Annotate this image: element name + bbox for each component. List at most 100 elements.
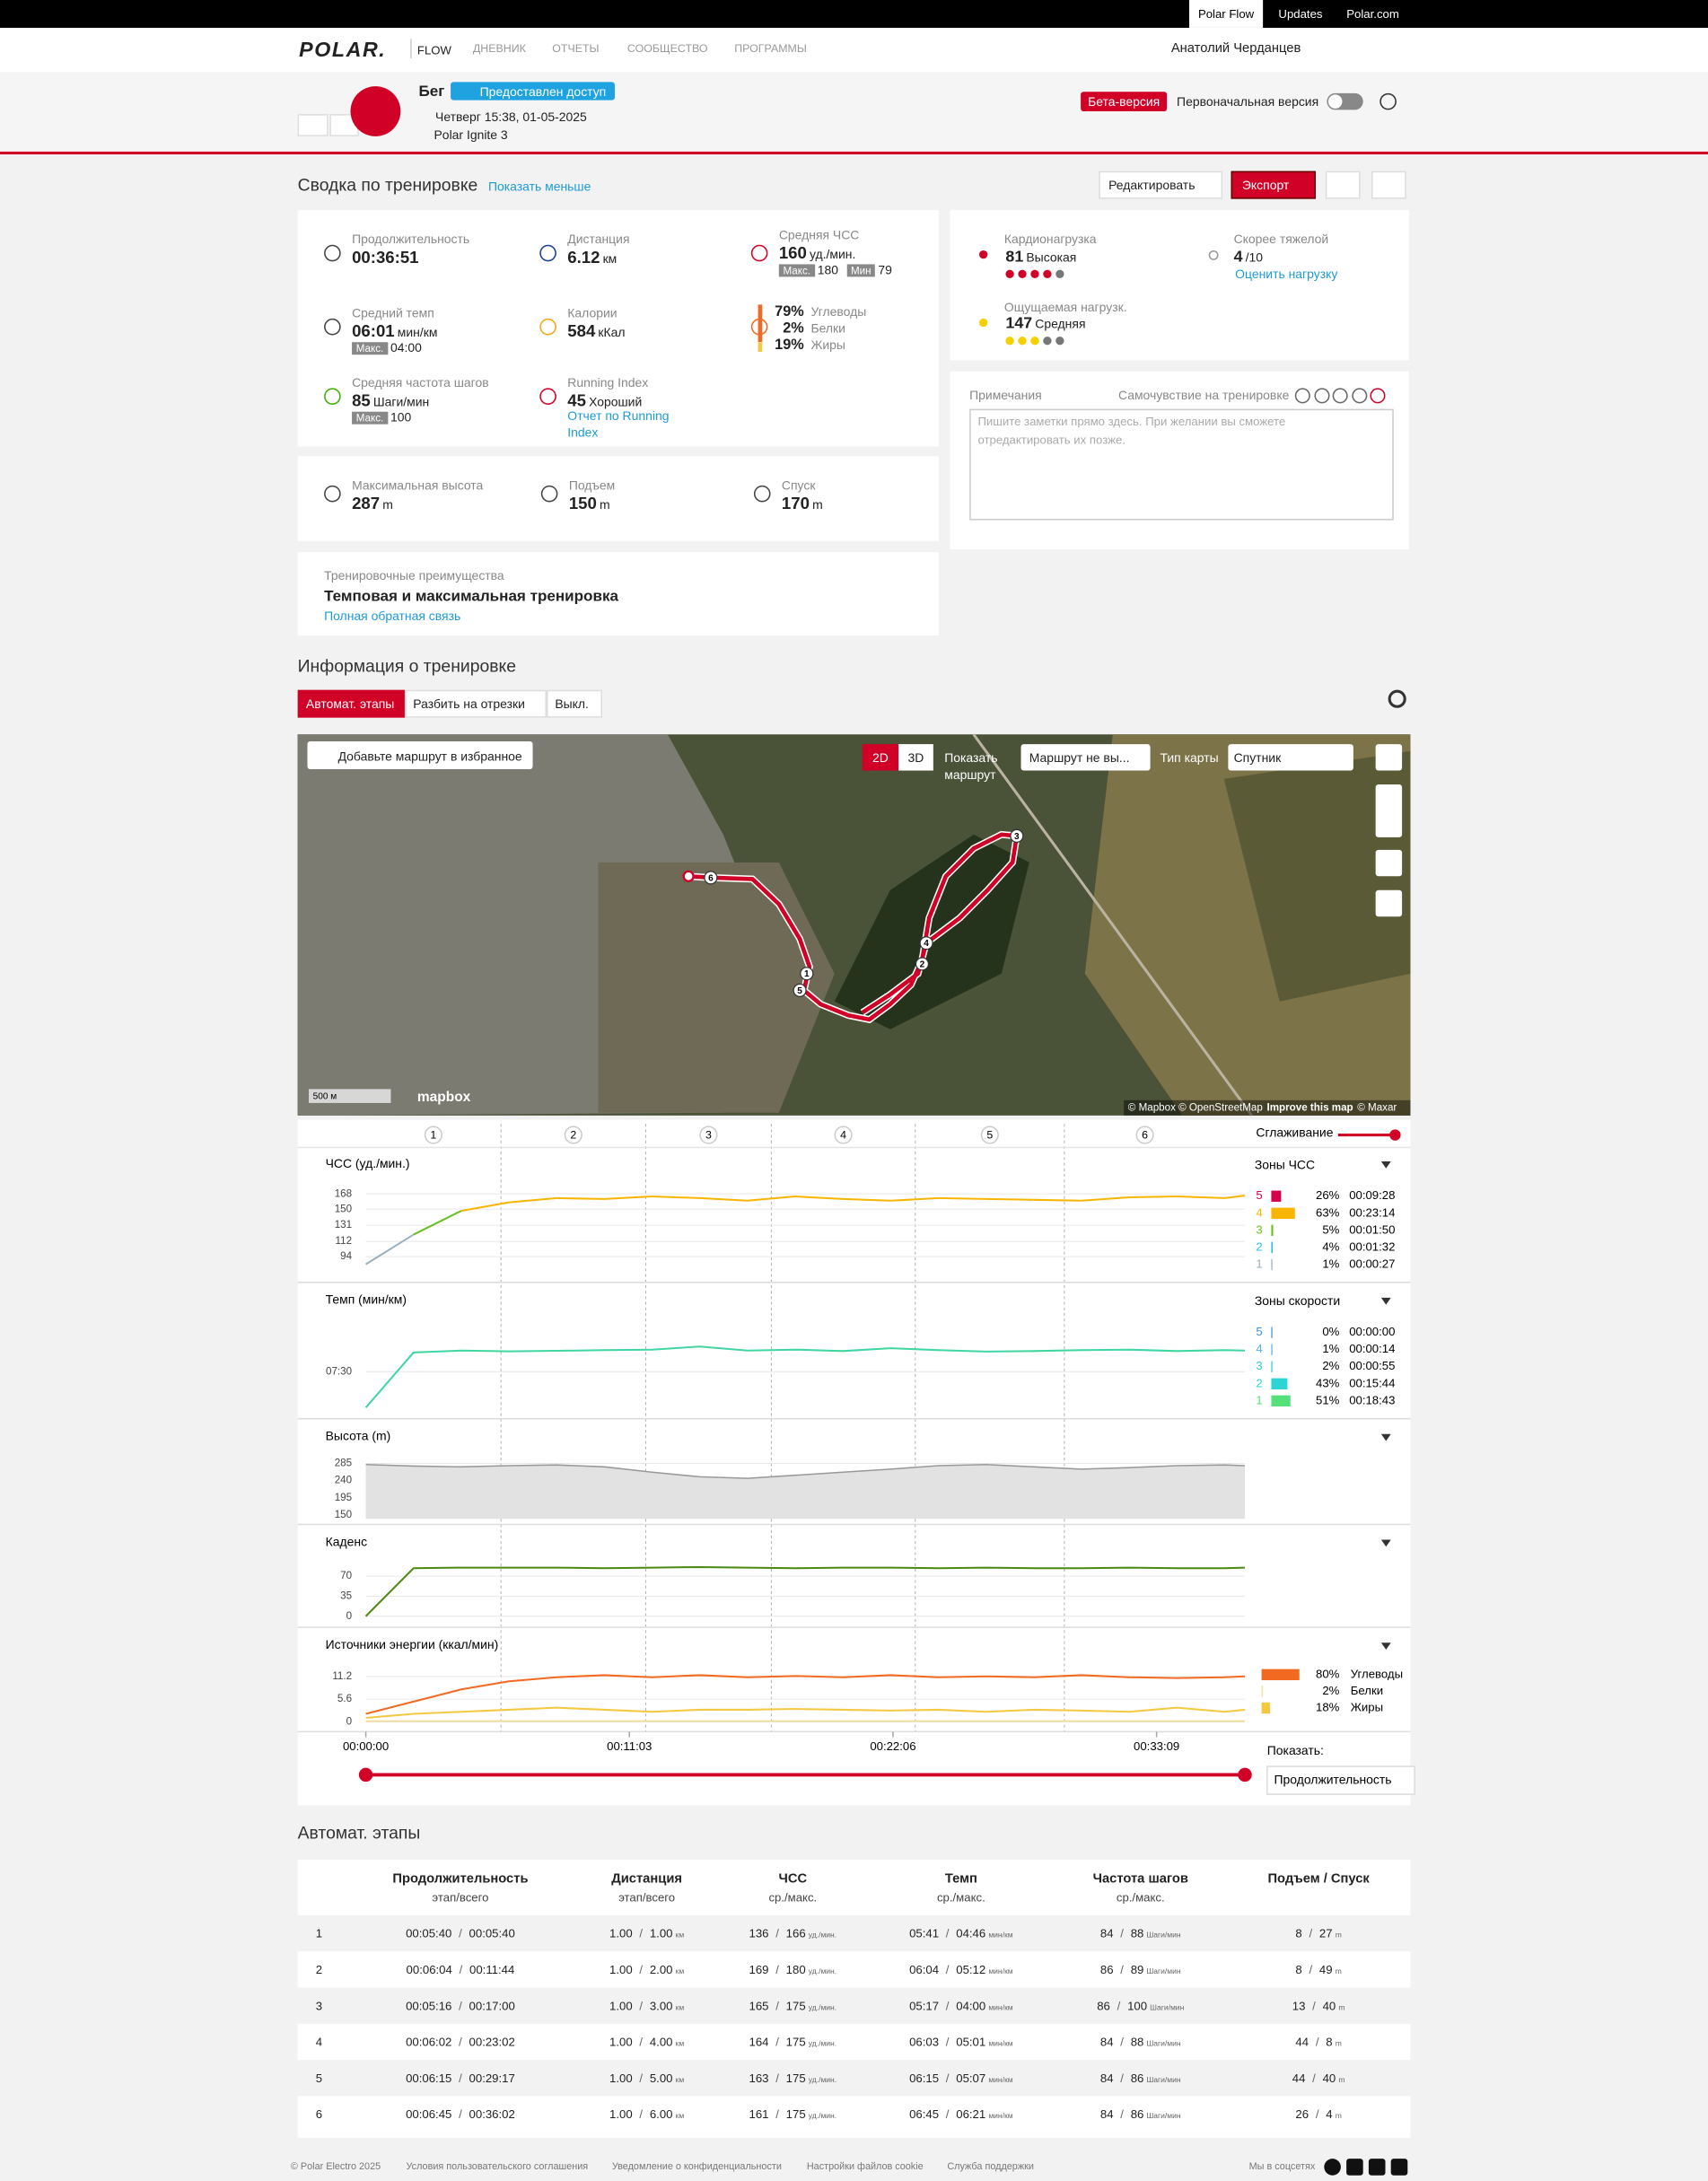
cell-value: 175 — [785, 2035, 806, 2049]
toggle-link[interactable]: Показать меньше — [487, 179, 591, 194]
max-value: 180 — [817, 262, 839, 277]
top-tab-label[interactable]: Polar Flow — [1197, 6, 1255, 22]
map-control[interactable] — [1375, 889, 1403, 917]
cell-separator: / — [459, 2071, 462, 2086]
top-tab[interactable] — [1188, 0, 1264, 28]
lap-cell: 00:06:02 / 00:23:02 — [406, 2035, 515, 2048]
cell-unit: m — [1335, 2040, 1342, 2049]
map-control[interactable] — [1375, 849, 1403, 877]
prev-button[interactable] — [297, 114, 328, 136]
cell-separator: / — [775, 2107, 779, 2122]
menu-item[interactable]: ДНЕВНИК — [472, 42, 526, 56]
cell-value: 40 — [1322, 2071, 1336, 2086]
edit-label[interactable]: Редактировать — [1108, 178, 1196, 192]
menu-item[interactable]: ПРОГРАММЫ — [734, 42, 807, 56]
cell-value: 00:06:02 — [406, 2035, 452, 2049]
route-select-label[interactable]: Маршрут не вы... — [1029, 750, 1130, 765]
mode-label[interactable]: Автомат. этапы — [305, 696, 395, 711]
notes-input[interactable] — [969, 408, 1394, 521]
rpe-dot — [1208, 250, 1219, 260]
social-icon[interactable] — [1390, 2159, 1408, 2176]
footer-link[interactable]: Условия пользовательского соглашения — [406, 2162, 589, 2172]
access-label[interactable]: Предоставлен доступ — [479, 83, 607, 99]
cell-separator: / — [1120, 1926, 1124, 1940]
map-type-value[interactable]: Спутник — [1233, 750, 1282, 765]
feeling-icon[interactable] — [1332, 388, 1348, 404]
lap-cell: 00:06:04 / 00:11:44 — [407, 1963, 515, 1976]
max-badge: Макс. — [352, 342, 388, 355]
export-button[interactable] — [1231, 171, 1317, 199]
edit-button[interactable] — [1099, 171, 1223, 199]
mode-button[interactable] — [547, 689, 603, 718]
map-control[interactable] — [1375, 784, 1403, 837]
cell-value: 165 — [749, 1998, 769, 2013]
sport-name: Бег — [418, 83, 445, 101]
social-icon[interactable] — [1324, 2159, 1341, 2176]
lap-cell: 06:03 / 05:01 мин/км — [909, 2035, 1013, 2048]
max-badge: Макс. — [778, 264, 815, 277]
cell-separator: / — [1120, 2035, 1124, 2049]
settings-icon[interactable] — [1388, 689, 1406, 708]
feeling-icon[interactable] — [1370, 388, 1386, 404]
top-tab-label[interactable]: Updates — [1278, 6, 1323, 22]
cell-separator: / — [459, 1962, 463, 1977]
column-subheader: ср./макс. — [768, 1890, 818, 1905]
toggle-knob — [1327, 94, 1343, 109]
show-route[interactable]: Показать маршрут — [944, 750, 998, 782]
rpe-link[interactable]: Оценить нагрузку — [1235, 267, 1338, 282]
cell-unit: m — [1335, 1931, 1342, 1940]
mode-label[interactable]: Разбить на отрезки — [413, 696, 525, 711]
share-button[interactable] — [1325, 171, 1361, 199]
metric-value: 584 кКал — [567, 321, 625, 341]
benefit-link[interactable]: Полная обратная связь — [324, 609, 461, 624]
cell-value: 26 — [1295, 2107, 1309, 2122]
attribution-part: © Mapbox © OpenStreetMap — [1128, 1101, 1263, 1113]
logo[interactable]: POLAR. — [299, 38, 387, 62]
metric-icon — [539, 244, 556, 262]
mode-button[interactable] — [297, 689, 405, 718]
footer-link[interactable]: Настройки файлов cookie — [806, 2162, 924, 2172]
metric-icon — [324, 485, 341, 503]
mode-button[interactable] — [404, 689, 547, 718]
cell-separator: / — [459, 1998, 462, 2013]
export-label[interactable]: Экспорт — [1241, 178, 1290, 192]
cell-separator: / — [1309, 1962, 1313, 1977]
cell-value: 1.00 — [609, 1962, 633, 1977]
row-stripe — [297, 2060, 1411, 2097]
menu-item[interactable]: СООБЩЕСТВО — [626, 42, 708, 56]
access-badge[interactable] — [451, 82, 615, 101]
feeling-icon[interactable] — [1313, 388, 1329, 404]
favorite-label[interactable]: Добавьте маршрут в избранное — [337, 749, 522, 764]
footer-link[interactable]: Уведомление о конфиденциальности — [611, 2162, 782, 2172]
info-icon[interactable] — [1380, 92, 1397, 110]
metric-label: Калории — [567, 305, 618, 320]
feeling-icon[interactable] — [1351, 388, 1367, 404]
source-label: Белки — [810, 320, 845, 336]
cell-value: 1.00 — [649, 1926, 673, 1940]
lap-cell: 165 / 175 уд./мин. — [749, 1999, 837, 2012]
metric-value: 6.12 км — [567, 248, 617, 267]
running-index-link[interactable]: Отчет по Running Index — [567, 408, 670, 440]
feeling-icon[interactable] — [1294, 388, 1310, 404]
top-tab-label[interactable]: Polar.com — [1346, 6, 1399, 22]
lap-number: 6 — [315, 2107, 323, 2122]
metric-icon — [750, 244, 768, 262]
cell-separator: / — [459, 2035, 462, 2049]
map-control[interactable] — [1375, 744, 1403, 771]
source-value: 2% — [783, 320, 804, 337]
notes-placeholder[interactable]: Пишите заметки прямо здесь. При желании … — [977, 414, 1286, 447]
mode-label[interactable]: Выкл. — [555, 696, 589, 711]
menu-item[interactable]: ОТЧЕТЫ — [552, 42, 600, 56]
footer-link[interactable]: Служба поддержки — [947, 2162, 1034, 2172]
metric-label: Средняя частота шагов — [352, 375, 489, 390]
social-icon[interactable] — [1346, 2159, 1363, 2176]
user-name[interactable]: Анатолий Черданцев — [1170, 40, 1301, 57]
view-3d-label[interactable]: 3D — [907, 750, 924, 765]
social-icon[interactable] — [1368, 2159, 1386, 2176]
delete-button[interactable] — [1371, 171, 1406, 199]
view-2d-label[interactable]: 2D — [872, 750, 889, 765]
metric-label: Продолжительность — [352, 232, 470, 247]
cell-value: 163 — [749, 2071, 769, 2086]
unit: мин/км — [397, 325, 438, 340]
value: 4 — [1233, 249, 1243, 266]
